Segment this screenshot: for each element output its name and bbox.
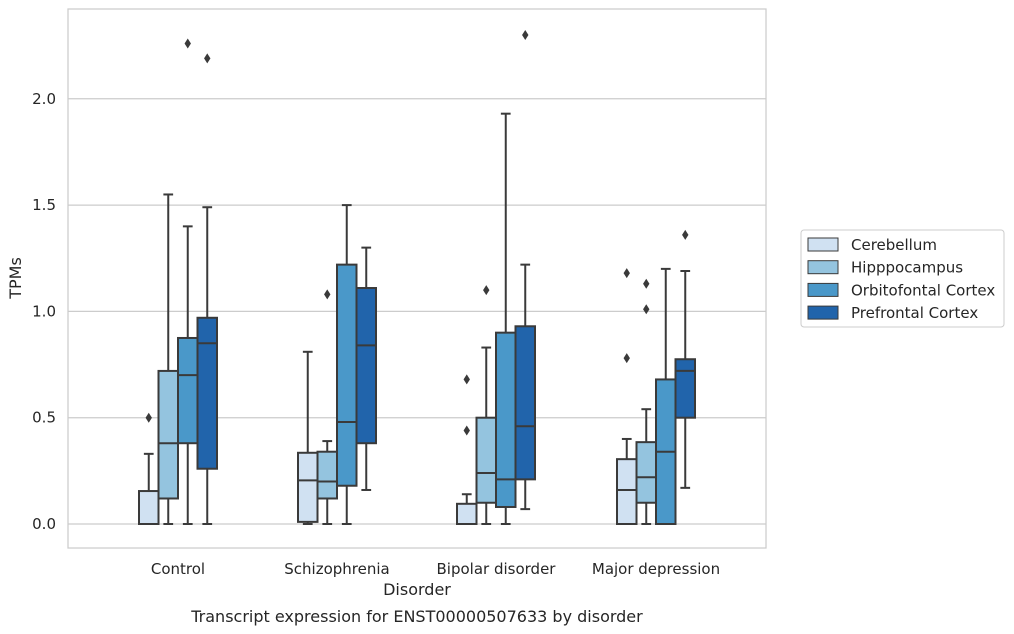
legend-label: Cerebellum — [851, 236, 937, 254]
outlier-point — [463, 374, 470, 385]
box-iqr — [355, 287, 377, 445]
y-tick-labels: 0.0 0.5 1.0 1.5 2.0 — [32, 90, 56, 533]
y-tick-label: 2.0 — [32, 90, 56, 108]
y-tick-label: 1.5 — [32, 196, 56, 214]
outlier-point — [145, 412, 152, 423]
box-group — [456, 374, 478, 526]
box-iqr — [674, 358, 696, 419]
box-layer — [138, 30, 696, 526]
legend-swatch — [807, 260, 839, 275]
box-iqr — [456, 502, 478, 526]
legend-frame — [800, 229, 1005, 328]
box-iqr — [196, 316, 218, 470]
box-group — [674, 229, 696, 489]
box-group — [514, 30, 536, 511]
outlier-point — [682, 229, 689, 240]
box-iqr — [635, 441, 657, 504]
x-tick-label: Major depression — [592, 560, 720, 578]
box-iqr — [475, 416, 497, 504]
x-tick-label: Bipolar disorder — [437, 560, 557, 578]
outlier-point — [483, 285, 490, 296]
box-iqr — [336, 263, 358, 487]
legend-label: Hipppocampus — [851, 259, 963, 277]
outlier-point — [522, 30, 529, 41]
outlier-point — [643, 278, 650, 289]
box-iqr — [316, 450, 338, 500]
outlier-point — [623, 268, 630, 279]
box-group — [138, 412, 160, 525]
legend-label: Orbitofontal Cortex — [851, 281, 995, 299]
box-iqr — [514, 325, 536, 481]
box-group — [336, 204, 358, 525]
box-iqr — [177, 336, 199, 445]
outlier-point — [643, 304, 650, 315]
box-iqr — [616, 458, 638, 526]
outlier-point — [324, 289, 331, 300]
box-group — [355, 246, 377, 491]
outlier-point — [463, 425, 470, 436]
box-iqr — [138, 490, 160, 525]
box-iqr — [495, 331, 517, 508]
figure-caption: Transcript expression for ENST0000050763… — [190, 607, 643, 626]
x-tick-label: Control — [151, 560, 205, 578]
outlier-point — [184, 38, 191, 49]
x-tick-labels: Control Schizophrenia Bipolar disorder Majo… — [151, 560, 720, 578]
x-axis-title: Disorder — [383, 580, 451, 599]
y-tick-label: 0.5 — [32, 409, 56, 427]
box-group — [157, 193, 179, 525]
x-tick-label: Schizophrenia — [284, 560, 389, 578]
legend-swatch — [807, 282, 839, 297]
y-axis-title: TPMs — [6, 257, 25, 300]
box-group — [655, 267, 677, 525]
y-tick-label: 1.0 — [32, 302, 56, 320]
legend-swatch — [807, 305, 839, 320]
outlier-point — [623, 353, 630, 364]
y-tick-label: 0.0 — [32, 515, 56, 533]
box-iqr — [157, 369, 179, 500]
plot-frame — [67, 8, 767, 549]
box-group — [635, 278, 657, 525]
legend-label: Prefrontal Cortex — [851, 304, 978, 322]
outlier-point — [204, 53, 211, 64]
box-group — [495, 112, 517, 525]
legend-swatch — [807, 237, 839, 252]
box-iqr — [297, 451, 319, 523]
box-group — [196, 53, 218, 525]
legend: Cerebellum Hipppocampus Orbitofontal Corte… — [800, 229, 1005, 328]
box-group — [475, 285, 497, 525]
